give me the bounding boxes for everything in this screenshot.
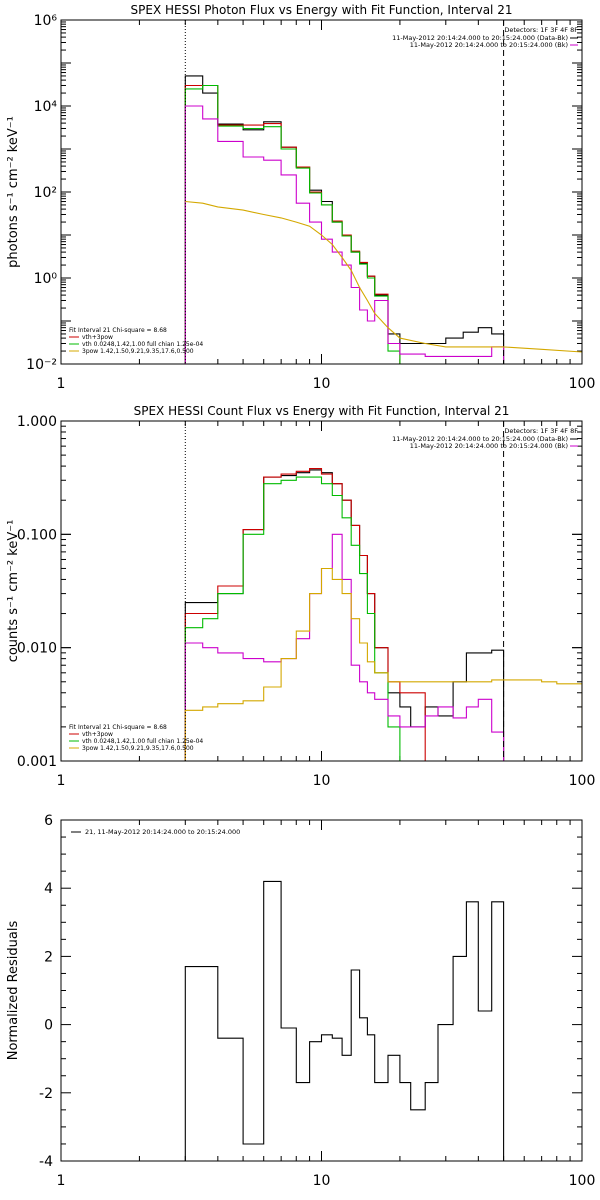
y-axis-label: Normalized Residuals xyxy=(6,921,21,1061)
y-tick-label: -4 xyxy=(39,1154,53,1170)
legend-entry: 11-May-2012 20:14:24.000 to 20:15:24.000… xyxy=(392,34,568,42)
y-tick-label: 0 xyxy=(44,1018,53,1034)
y-tick-label: 10⁶ xyxy=(34,13,58,29)
y-axis-label: photons s⁻¹ cm⁻² keV⁻¹ xyxy=(6,116,21,268)
y-tick-label: 1.000 xyxy=(17,414,57,430)
y-tick-label: 10² xyxy=(34,185,57,201)
x-tick-label: 1 xyxy=(57,773,66,789)
fit-component: vth 0.0248,1.42,1.00 full chian 1.25e-04 xyxy=(82,738,203,745)
legend-entry: 11-May-2012 20:14:24.000 to 20:15:24.000… xyxy=(410,41,568,49)
series-line-4 xyxy=(184,533,505,761)
panel-2: SPEX HESSI Count Flux vs Energy with Fit… xyxy=(6,404,595,789)
panel-3: Normalized Residuals 1 10 100 -4 -2 0 2 4 6 21, 11… xyxy=(6,813,595,1189)
legend-entry: 11-May-2012 20:14:24.000 to 20:15:24.000… xyxy=(392,435,568,443)
series-line-2 xyxy=(184,468,426,761)
fit-summary: Fit Interval 21 Chi-square = 8.68 xyxy=(69,327,167,334)
series-line-1 xyxy=(184,880,505,1161)
x-tick-label: 100 xyxy=(569,773,596,789)
y-tick-label: 10⁴ xyxy=(34,99,58,115)
fit-component: vth+3pow xyxy=(82,334,113,341)
fit-summary: Fit Interval 21 Chi-square = 8.68 xyxy=(69,724,167,731)
y-tick-label: 4 xyxy=(44,881,53,897)
series-line-1 xyxy=(184,469,505,761)
y-tick-label: -2 xyxy=(39,1086,53,1102)
plot-frame xyxy=(60,819,583,1162)
series-line-5 xyxy=(185,200,582,353)
x-tick-label: 1 xyxy=(57,376,66,392)
series-line-3 xyxy=(184,84,401,364)
y-tick-label: 0.001 xyxy=(17,754,57,770)
chart-title: SPEX HESSI Photon Flux vs Energy with Fi… xyxy=(131,3,513,17)
y-axis-label: counts s⁻¹ cm⁻² keV⁻¹ xyxy=(6,520,21,663)
series-group xyxy=(184,880,505,1161)
series-line-3 xyxy=(184,476,401,761)
series-line-5 xyxy=(184,567,582,761)
y-axis-ticks xyxy=(61,19,582,365)
plot-frame xyxy=(60,420,583,762)
y-tick-label: 6 xyxy=(44,813,53,829)
fit-component: vth 0.0248,1.42,1.00 full chian 1.25e-04 xyxy=(82,341,203,348)
y-tick-label: 0.010 xyxy=(17,641,57,657)
series-line-4 xyxy=(184,105,505,364)
fit-component: 3pow 1.42,1.50,9.21,9.35,17.6,0.500 xyxy=(82,745,194,752)
chart-title: SPEX HESSI Count Flux vs Energy with Fit… xyxy=(134,404,510,418)
x-tick-label: 10 xyxy=(313,1173,331,1189)
x-tick-label: 10 xyxy=(313,773,331,789)
legend-entry: 11-May-2012 20:14:24.000 to 20:15:24.000… xyxy=(410,442,568,450)
y-tick-label: 10⁻² xyxy=(26,357,57,373)
x-tick-label: 1 xyxy=(57,1173,66,1189)
y-tick-label: 0.100 xyxy=(17,527,57,543)
series-group xyxy=(184,75,582,364)
y-tick-label: 10⁰ xyxy=(34,271,58,287)
x-tick-label: 100 xyxy=(569,376,596,392)
x-axis-ticks xyxy=(60,820,583,1161)
series-line-1 xyxy=(184,75,505,364)
fit-component: 3pow 1.42,1.50,9.21,9.35,17.6,0.500 xyxy=(82,348,194,355)
y-tick-label: 2 xyxy=(44,949,53,965)
legend-header: Detectors: 1F 3F 4F 8F xyxy=(504,427,578,435)
x-tick-label: 10 xyxy=(313,376,331,392)
fit-component: vth+3pow xyxy=(82,731,113,738)
legend-header: Detectors: 1F 3F 4F 8F xyxy=(504,26,578,34)
plot-frame xyxy=(60,19,583,365)
legend-entry: 21, 11-May-2012 20:14:24.000 to 20:15:24… xyxy=(85,828,240,836)
x-tick-label: 100 xyxy=(569,1173,596,1189)
series-group xyxy=(184,468,582,761)
panel-1: SPEX HESSI Photon Flux vs Energy with Fi… xyxy=(6,3,595,392)
